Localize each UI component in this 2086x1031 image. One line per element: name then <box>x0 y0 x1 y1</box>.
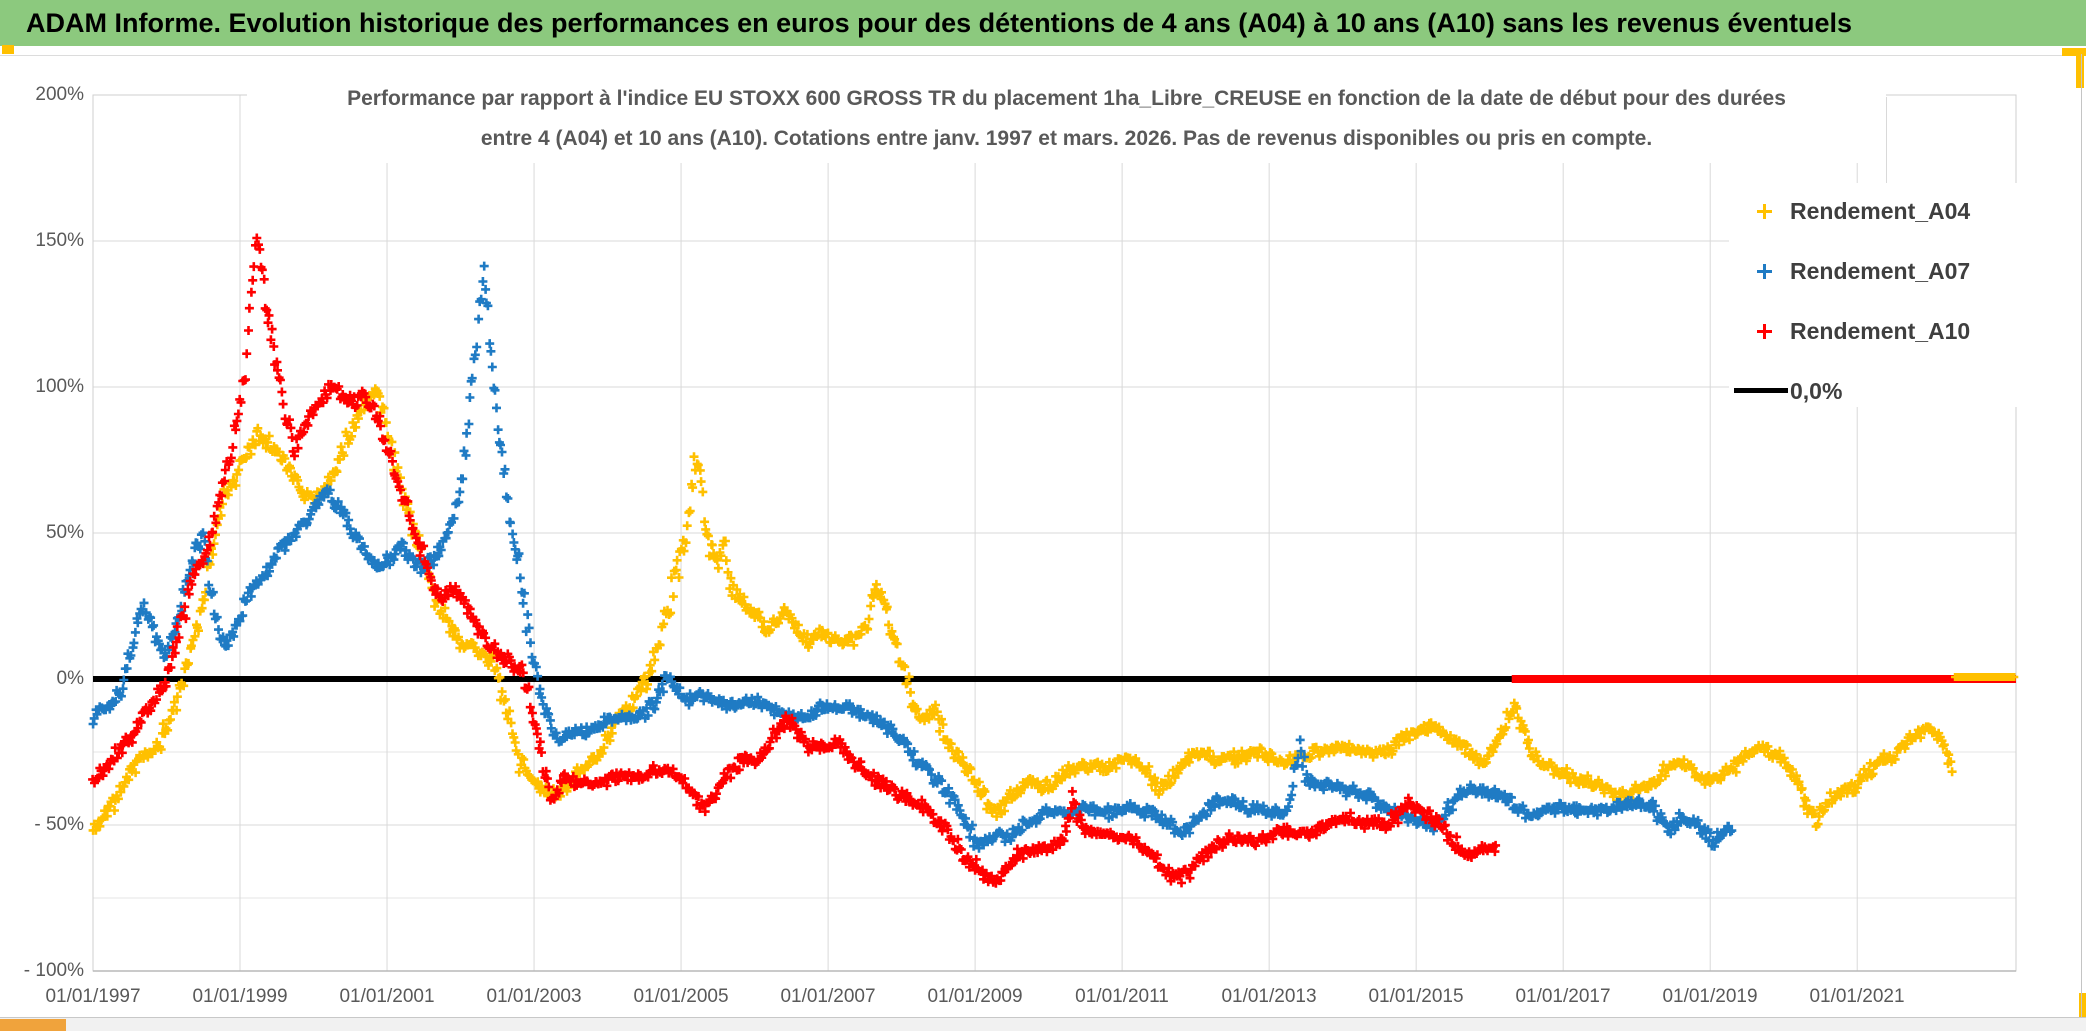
scatter-plus-icon <box>1756 203 1773 220</box>
chart-title: Performance par rapport à l'indice EU ST… <box>247 79 1886 163</box>
scatter-plus-icon <box>1756 263 1773 280</box>
x-axis-label-1997: 01/01/1997 <box>45 986 141 1007</box>
x-axis-label-2011: 01/01/2011 <box>1075 986 1169 1007</box>
legend-item-a04[interactable]: Rendement_A04 <box>1756 196 1970 226</box>
header-divider <box>0 55 2086 56</box>
x-axis-label-2015: 01/01/2015 <box>1368 986 1464 1007</box>
x-axis-label-1999: 01/01/1999 <box>192 986 288 1007</box>
legend-item-a07[interactable]: Rendement_A07 <box>1756 256 1970 286</box>
scroll-strip[interactable] <box>0 1017 2086 1031</box>
x-axis-label-2017: 01/01/2017 <box>1515 986 1611 1007</box>
y-axis-label-0: 0% <box>56 668 84 689</box>
window-right-border <box>2081 54 2082 1017</box>
y-axis-label-150: 150% <box>35 230 84 251</box>
x-axis-label-2003: 01/01/2003 <box>486 986 582 1007</box>
legend-item-zero[interactable]: 0,0% <box>1790 376 1842 406</box>
chart-legend <box>1729 183 2081 407</box>
zero-line-swatch <box>1734 388 1788 393</box>
y-axis-label-neg100: - 100% <box>23 960 84 981</box>
x-axis-label-2007: 01/01/2007 <box>780 986 876 1007</box>
corner-accent-top-left <box>2 45 14 54</box>
legend-label: Rendement_A04 <box>1790 197 1971 224</box>
chart-title-line2: entre 4 (A04) et 10 ans (A10). Cotations… <box>480 127 1653 150</box>
x-axis-label-2001: 01/01/2001 <box>339 986 435 1007</box>
y-axis-label-50: 50% <box>45 522 84 543</box>
y-axis-label-200: 200% <box>35 84 84 105</box>
x-axis-label-2013: 01/01/2013 <box>1221 986 1317 1007</box>
legend-label: 0,0% <box>1790 377 1843 404</box>
title-box-edge-line <box>1886 97 1887 185</box>
x-axis-label-2019: 01/01/2019 <box>1662 986 1758 1007</box>
page-title: ADAM Informe. Evolution historique des p… <box>26 7 1853 38</box>
legend-label: Rendement_A07 <box>1790 257 1971 284</box>
corner-accent-bottom-right <box>2079 993 2086 1017</box>
x-axis-label-2005: 01/01/2005 <box>633 986 729 1007</box>
sheet-tab-fragment[interactable] <box>0 1019 66 1031</box>
x-axis-label-2009: 01/01/2009 <box>927 986 1023 1007</box>
y-axis-label-100: 100% <box>35 376 84 397</box>
header-bar: ADAM Informe. Evolution historique des p… <box>0 0 2086 46</box>
x-axis-label-2021: 01/01/2021 <box>1809 986 1905 1007</box>
y-axis-label-neg50: - 50% <box>34 814 84 835</box>
scatter-plus-icon <box>1756 323 1773 340</box>
legend-item-a10[interactable]: Rendement_A10 <box>1756 316 1970 346</box>
legend-label: Rendement_A10 <box>1790 317 1971 344</box>
chart-title-line1: Performance par rapport à l'indice EU ST… <box>347 87 1786 110</box>
corner-accent-top-right-v <box>2076 48 2084 88</box>
corner-accent-top-right-h <box>2062 48 2086 56</box>
